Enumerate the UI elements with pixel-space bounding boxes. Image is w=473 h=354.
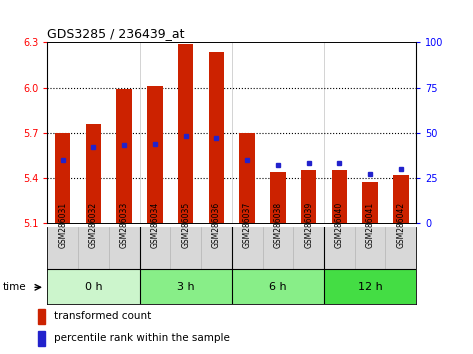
Bar bbox=[38, 309, 44, 324]
Text: 3 h: 3 h bbox=[177, 282, 194, 292]
Text: time: time bbox=[2, 282, 26, 292]
Bar bbox=[301, 170, 316, 223]
Bar bbox=[270, 172, 286, 223]
Text: 12 h: 12 h bbox=[358, 282, 383, 292]
Bar bbox=[324, 269, 416, 304]
Text: GSM286033: GSM286033 bbox=[120, 202, 129, 249]
Bar bbox=[362, 182, 378, 223]
Bar bbox=[86, 124, 101, 223]
Text: GSM286041: GSM286041 bbox=[366, 202, 375, 249]
Bar bbox=[47, 227, 416, 269]
Bar bbox=[38, 331, 44, 346]
Bar bbox=[55, 133, 70, 223]
Bar bbox=[140, 269, 232, 304]
Text: GSM286039: GSM286039 bbox=[304, 202, 313, 249]
Text: 0 h: 0 h bbox=[85, 282, 102, 292]
Bar bbox=[232, 269, 324, 304]
Bar bbox=[147, 86, 163, 223]
Text: 6 h: 6 h bbox=[269, 282, 287, 292]
Text: GSM286042: GSM286042 bbox=[396, 202, 405, 249]
Bar bbox=[332, 170, 347, 223]
Text: GSM286036: GSM286036 bbox=[212, 202, 221, 249]
Bar bbox=[47, 269, 140, 304]
Text: GDS3285 / 236439_at: GDS3285 / 236439_at bbox=[47, 27, 185, 40]
Bar bbox=[116, 89, 132, 223]
Text: GSM286031: GSM286031 bbox=[58, 202, 67, 249]
Text: transformed count: transformed count bbox=[54, 312, 152, 321]
Text: GSM286037: GSM286037 bbox=[243, 202, 252, 249]
Text: GSM286035: GSM286035 bbox=[181, 202, 190, 249]
Bar bbox=[239, 133, 255, 223]
Text: GSM286038: GSM286038 bbox=[273, 202, 282, 249]
Text: GSM286034: GSM286034 bbox=[150, 202, 159, 249]
Text: GSM286032: GSM286032 bbox=[89, 202, 98, 249]
Bar bbox=[209, 51, 224, 223]
Bar bbox=[393, 175, 409, 223]
Bar bbox=[178, 44, 193, 223]
Text: GSM286040: GSM286040 bbox=[335, 202, 344, 249]
Text: percentile rank within the sample: percentile rank within the sample bbox=[54, 333, 230, 343]
